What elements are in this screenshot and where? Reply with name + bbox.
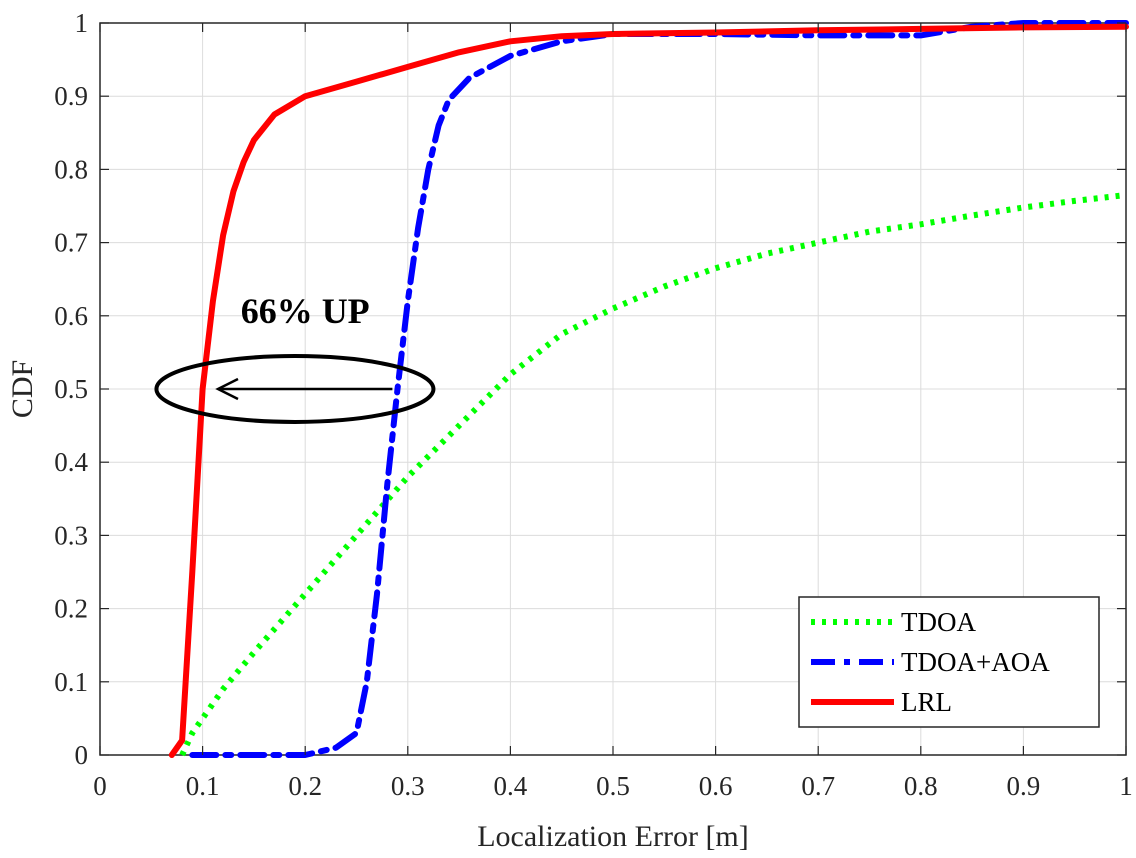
y-tick-label: 0.1 [54, 667, 88, 697]
series-line-lrl [168, 23, 1129, 758]
legend: TDOA TDOA+AOA LRL [798, 596, 1100, 728]
x-tick-label: 0.4 [494, 771, 528, 801]
series-layer [168, 20, 1129, 758]
y-axis-label: CDF [6, 360, 39, 418]
annotation-ellipse [154, 354, 436, 424]
y-axis-ticks: 0 0.1 0.2 0.3 0.4 0.5 0.6 0.7 0.8 0.9 1 [54, 8, 1126, 770]
y-tick-label: 0.6 [54, 301, 88, 331]
series-line-tdoa [179, 192, 1127, 757]
y-tick-label: 0 [75, 740, 89, 770]
legend-label-tdoa-aoa: TDOA+AOA [901, 647, 1050, 677]
x-tick-label: 0.9 [1007, 771, 1041, 801]
y-tick-label: 0.3 [54, 520, 88, 550]
annotation-66-up: 66% UP [241, 291, 370, 331]
y-tick-label: 1 [75, 8, 89, 38]
series-line-tdoa-aoa [189, 20, 1129, 758]
y-tick-label: 0.2 [54, 594, 88, 624]
x-tick-label: 0 [93, 771, 107, 801]
x-tick-label: 0.7 [801, 771, 835, 801]
annotation-layer: 66% UP [154, 291, 436, 424]
x-axis-ticks: 0 0.1 0.2 0.3 0.4 0.5 0.6 0.7 0.8 0.9 1 [93, 23, 1133, 801]
legend-label-lrl: LRL [901, 687, 952, 717]
y-tick-label: 0.9 [54, 81, 88, 111]
annotation-arrow-head [215, 377, 239, 401]
legend-label-tdoa: TDOA [901, 607, 976, 637]
x-axis-label: Localization Error [m] [477, 820, 749, 853]
x-tick-label: 0.8 [904, 771, 938, 801]
x-tick-label: 0.2 [288, 771, 322, 801]
y-tick-label: 0.8 [54, 154, 88, 184]
x-tick-label: 0.1 [186, 771, 220, 801]
x-tick-label: 0.3 [391, 771, 425, 801]
y-tick-label: 0.7 [54, 228, 88, 258]
y-tick-label: 0.4 [54, 447, 88, 477]
x-tick-label: 1 [1119, 771, 1133, 801]
x-tick-label: 0.5 [596, 771, 630, 801]
x-tick-label: 0.6 [699, 771, 733, 801]
y-tick-label: 0.5 [54, 374, 88, 404]
